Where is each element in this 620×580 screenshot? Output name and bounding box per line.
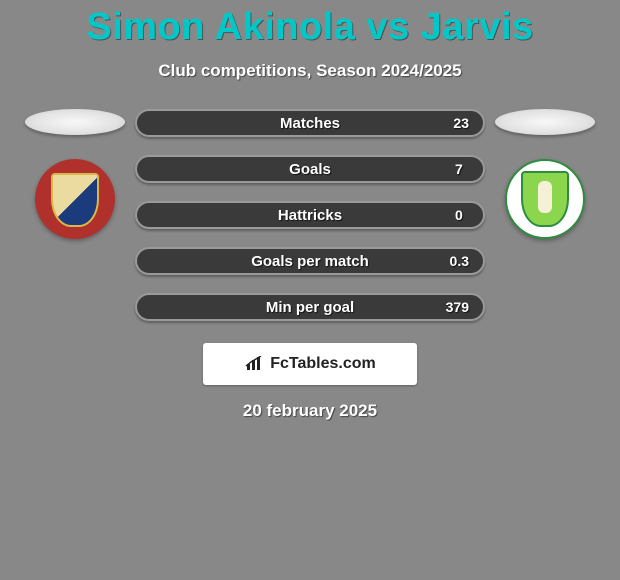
stat-right-value: 379 — [446, 299, 469, 315]
player-left-column — [15, 109, 135, 239]
stat-label: Hattricks — [137, 207, 483, 224]
comparison-row: Matches 23 Goals 7 Hattricks 0 Goals per… — [0, 109, 620, 321]
player-left-crest — [35, 159, 115, 239]
page-title: Simon Akinola vs Jarvis — [0, 6, 620, 49]
stat-right-value: 0.3 — [450, 253, 469, 269]
stat-right-value: 7 — [455, 161, 469, 177]
subtitle: Club competitions, Season 2024/2025 — [0, 61, 620, 81]
stat-label: Min per goal — [137, 299, 483, 316]
stat-right-value: 0 — [455, 207, 469, 223]
player-right-silhouette — [495, 109, 595, 135]
chart-icon — [244, 356, 264, 372]
stat-label: Matches — [137, 115, 483, 132]
player-right-column — [485, 109, 605, 239]
stat-row-hattricks: Hattricks 0 — [135, 201, 485, 229]
stat-label: Goals per match — [137, 253, 483, 270]
stat-row-matches: Matches 23 — [135, 109, 485, 137]
comparison-card: Simon Akinola vs Jarvis Club competition… — [0, 0, 620, 580]
player-right-crest — [505, 159, 585, 239]
stat-row-goals-per-match: Goals per match 0.3 — [135, 247, 485, 275]
stat-label: Goals — [137, 161, 483, 178]
date-line: 20 february 2025 — [0, 401, 620, 421]
watermark-text: FcTables.com — [270, 355, 376, 373]
player-left-silhouette — [25, 109, 125, 135]
stat-row-min-per-goal: Min per goal 379 — [135, 293, 485, 321]
stats-column: Matches 23 Goals 7 Hattricks 0 Goals per… — [135, 109, 485, 321]
watermark: FcTables.com — [203, 343, 417, 385]
stat-row-goals: Goals 7 — [135, 155, 485, 183]
stat-right-value: 23 — [453, 115, 469, 131]
